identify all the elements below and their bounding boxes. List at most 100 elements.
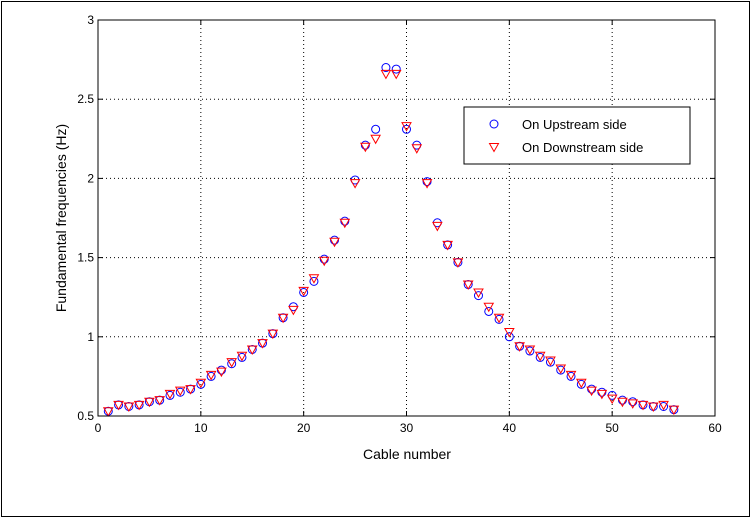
upstream-point — [175, 387, 185, 397]
upstream-point — [319, 254, 329, 264]
downstream-point — [123, 402, 135, 413]
downstream-point — [606, 394, 618, 405]
upstream-point — [227, 359, 237, 369]
downstream-point — [133, 400, 145, 411]
upstream-point — [545, 357, 555, 367]
grid — [98, 20, 715, 416]
downstream-point — [442, 240, 453, 251]
data-markers — [102, 63, 680, 417]
upstream-point — [525, 346, 535, 356]
downstream-point — [586, 386, 597, 397]
upstream-point — [628, 397, 638, 407]
plot-area — [98, 20, 715, 416]
downstream-point — [473, 288, 484, 298]
downstream-point — [452, 258, 464, 268]
downstream-point — [102, 407, 114, 417]
upstream-point — [391, 64, 401, 74]
upstream-point — [576, 379, 586, 389]
legend-symbol-upstream — [489, 119, 499, 129]
x-tick-label: 50 — [605, 421, 619, 435]
downstream-point — [195, 378, 207, 389]
downstream-point — [555, 364, 567, 374]
upstream-point — [587, 384, 597, 394]
upstream-point — [504, 332, 514, 342]
downstream-point — [617, 397, 628, 408]
y-tick-label: 1.5 — [77, 251, 94, 265]
downstream-point — [411, 144, 423, 154]
downstream-point — [360, 142, 371, 153]
downstream-point — [174, 386, 186, 397]
y-tick-label: 2.5 — [77, 92, 94, 106]
downstream-point — [565, 370, 577, 381]
downstream-point — [390, 69, 402, 80]
x-tick-label: 20 — [297, 421, 311, 435]
y-tick-label: 0.5 — [77, 409, 94, 423]
x-tick-label: 0 — [95, 421, 102, 435]
downstream-point — [575, 378, 587, 389]
upstream-point — [535, 352, 545, 362]
downstream-point — [246, 345, 258, 355]
downstream-point — [185, 385, 196, 395]
downstream-point — [627, 399, 639, 409]
downstream-point — [462, 280, 474, 291]
downstream-point — [349, 179, 361, 189]
legend-label-downstream: On Downstream side — [522, 140, 643, 155]
downstream-point — [298, 286, 310, 297]
legend: On Upstream side On Downstream side — [463, 106, 691, 165]
x-tick-label: 60 — [708, 421, 722, 435]
tick-labels: 0 10 20 30 40 50 60 0.5 1 1.5 2 2.5 3 — [77, 13, 722, 435]
upstream-point — [309, 276, 319, 286]
upstream-point — [556, 365, 566, 375]
downstream-point — [339, 218, 351, 229]
upstream-point — [597, 387, 607, 397]
downstream-point — [380, 69, 392, 80]
downstream-point — [257, 339, 268, 349]
downstream-point — [164, 389, 176, 400]
downstream-point — [308, 274, 320, 284]
axis-ticks — [97, 19, 716, 417]
downstream-point — [658, 400, 669, 411]
upstream-point — [299, 287, 309, 297]
y-tick-label: 1 — [87, 330, 94, 344]
downstream-point — [647, 402, 659, 413]
downstream-point — [277, 313, 289, 324]
legend-symbol-downstream — [488, 143, 500, 153]
y-axis-label: Fundamental frequencies (Hz) — [53, 124, 69, 312]
upstream-point — [422, 177, 432, 187]
downstream-point — [668, 405, 680, 416]
downstream-point — [637, 400, 649, 411]
x-tick-label: 30 — [400, 421, 414, 435]
downstream-point — [401, 122, 412, 132]
upstream-point — [237, 352, 247, 362]
downstream-point — [329, 237, 340, 248]
upstream-point — [340, 216, 350, 226]
downstream-point — [421, 179, 433, 189]
upstream-point — [484, 306, 494, 316]
upstream-point — [371, 124, 381, 134]
upstream-point — [566, 371, 576, 381]
downstream-point — [431, 221, 443, 232]
y-tick-label: 3 — [87, 13, 94, 27]
downstream-point — [545, 356, 556, 367]
downstream-point — [503, 328, 515, 338]
upstream-point — [494, 314, 504, 324]
downstream-point — [318, 256, 330, 267]
upstream-point — [473, 291, 483, 301]
legend-box — [463, 106, 691, 165]
downstream-point — [370, 134, 382, 145]
x-axis-label: Cable number — [363, 446, 451, 462]
upstream-point — [617, 395, 627, 405]
x-tick-label: 10 — [194, 421, 208, 435]
downstream-point — [216, 367, 227, 378]
upstream-point — [381, 63, 391, 73]
legend-label-upstream: On Upstream side — [522, 117, 627, 132]
x-tick-label: 40 — [503, 421, 517, 435]
upstream-point — [360, 140, 370, 150]
upstream-point — [402, 124, 411, 134]
downstream-point — [483, 302, 495, 313]
downstream-point — [144, 397, 155, 408]
upstream-point — [330, 235, 340, 245]
downstream-point — [534, 351, 546, 362]
downstream-point — [288, 305, 299, 316]
